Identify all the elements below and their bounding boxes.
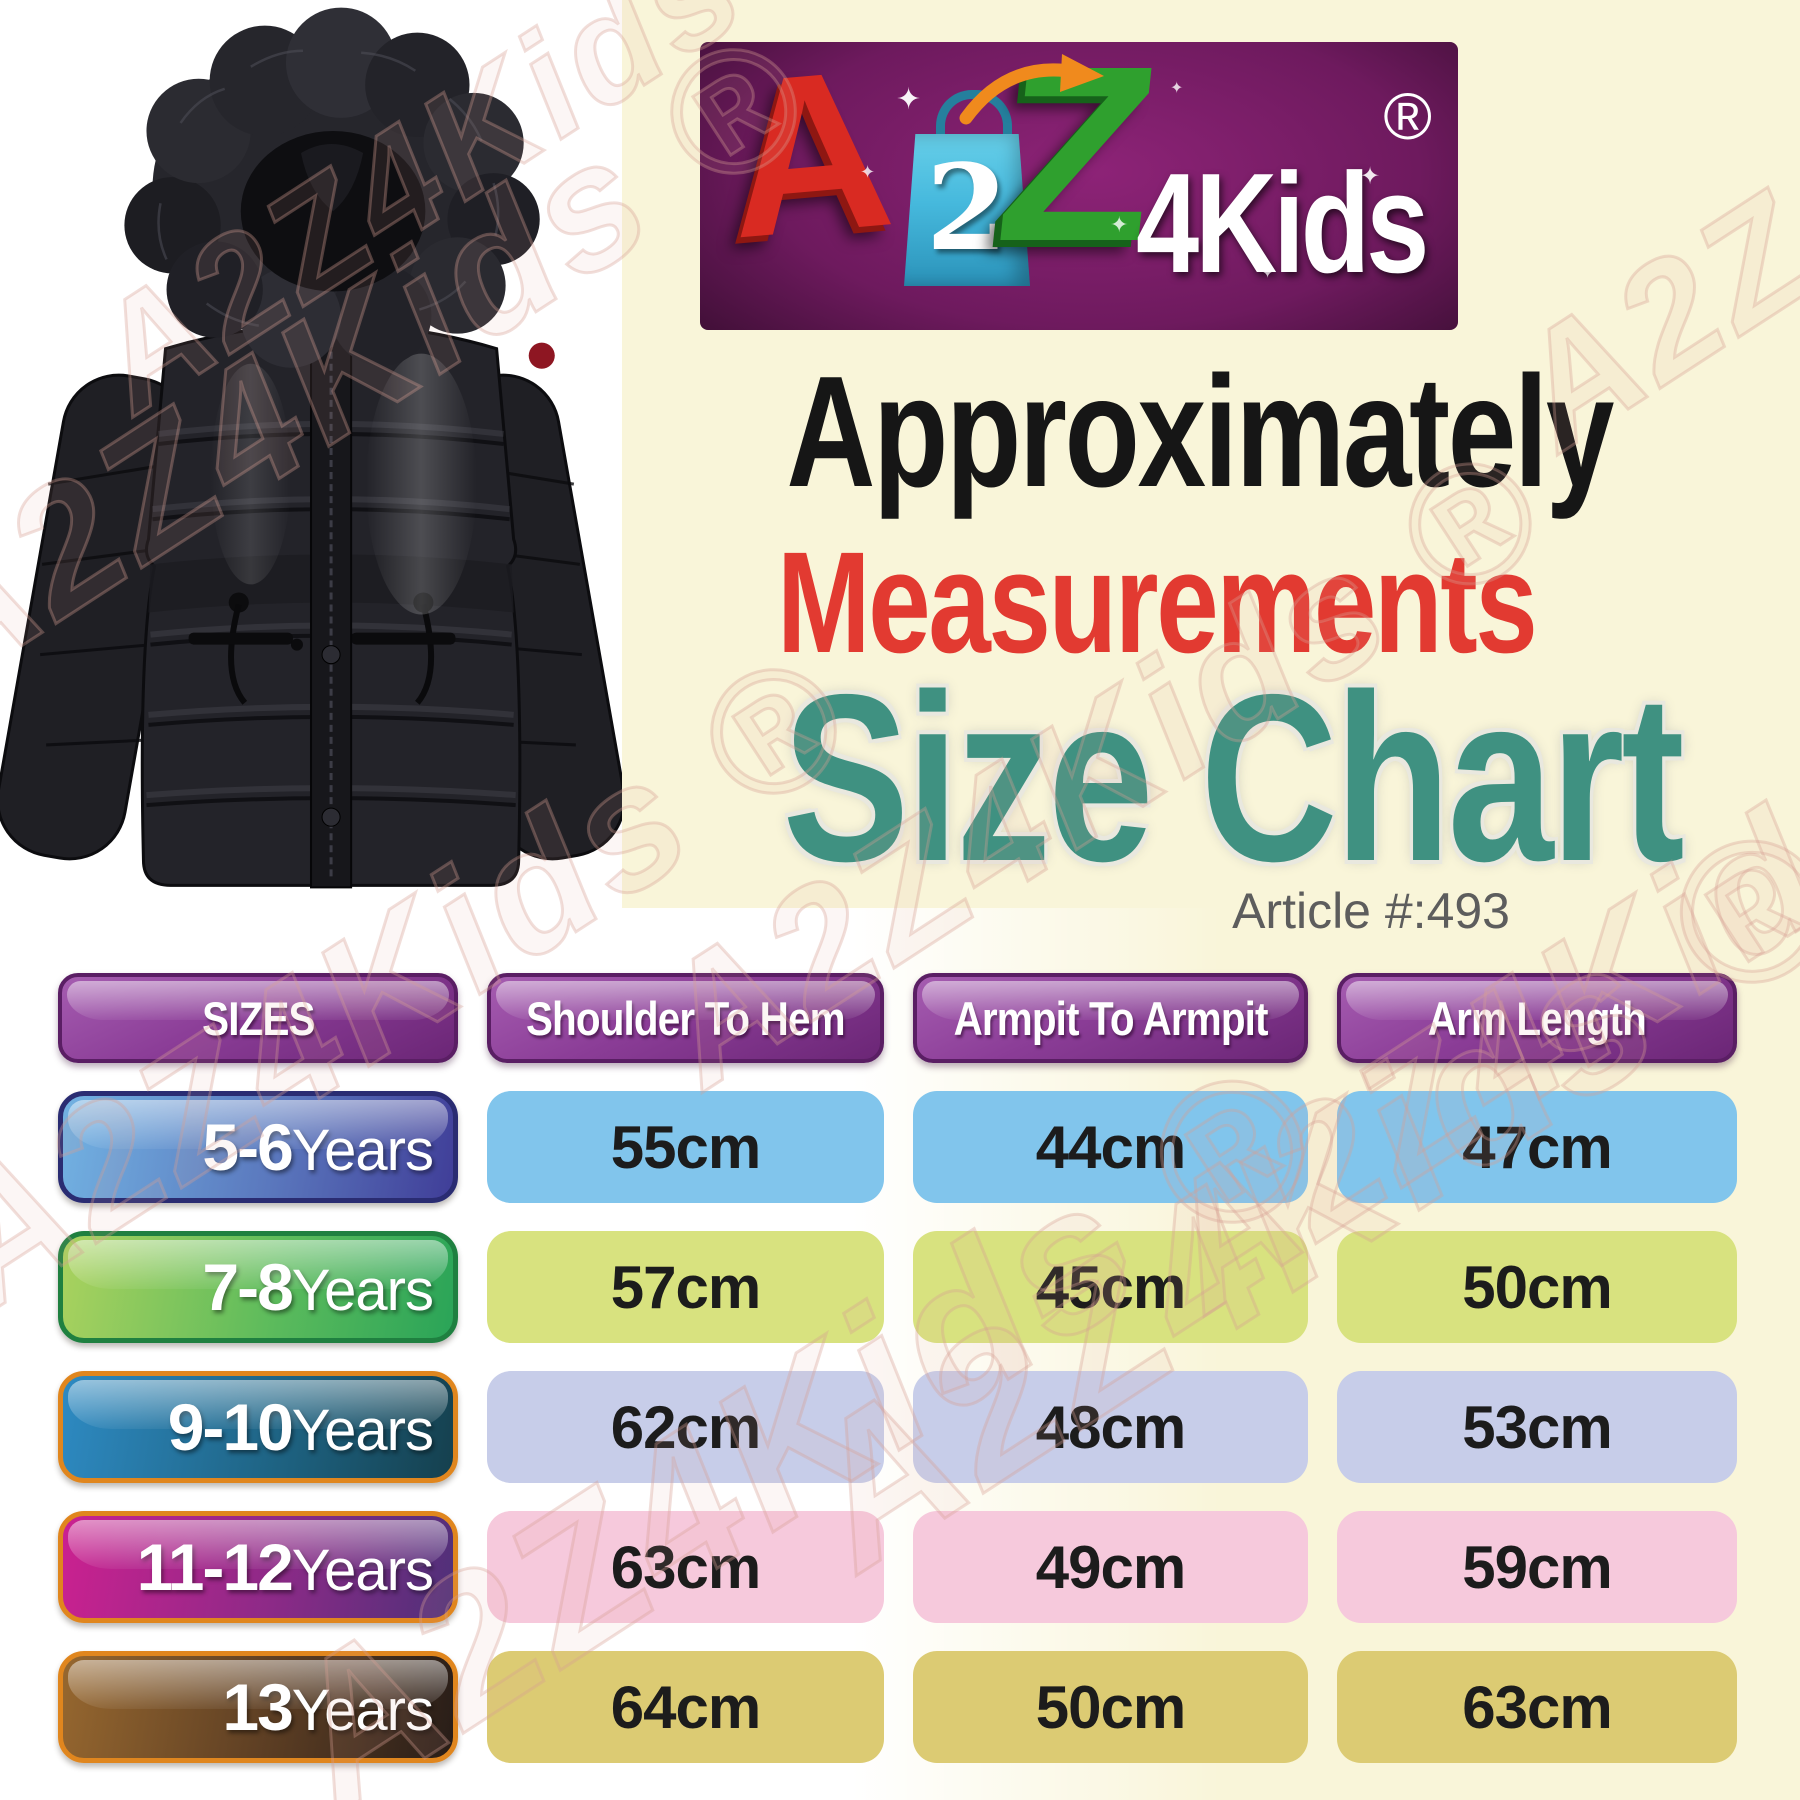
size-button-11-12-years: 11-12Years	[58, 1511, 458, 1623]
logo-digit-2: 2	[925, 138, 1009, 277]
brand-logo: A 2 Z 4Kids ® ✦ ✦ ✦ ✦ ✦ ✦	[700, 42, 1458, 330]
size-table: SIZES Shoulder To Hem Armpit To Armpit A…	[58, 973, 1737, 1763]
size-button-5-6-years: 5-6Years	[58, 1091, 458, 1203]
sparkle-icon: ✦	[860, 162, 876, 182]
column-header-arm-length: Arm Length	[1337, 973, 1737, 1063]
sparkle-icon: ✦	[1260, 262, 1276, 282]
product-photo	[0, 0, 626, 908]
article-number: Article #:493	[1232, 883, 1510, 939]
measurement-cell: 59cm	[1337, 1511, 1737, 1623]
heading-measurements: Measurements	[776, 522, 1538, 683]
measurement-cell: 47cm	[1337, 1091, 1737, 1203]
jacket-image	[0, 2, 626, 906]
column-header-shoulder-to-hem: Shoulder To Hem	[487, 973, 884, 1063]
column-header-sizes: SIZES	[58, 973, 458, 1063]
measurement-cell: 44cm	[913, 1091, 1308, 1203]
size-button-13-years: 13Years	[58, 1651, 458, 1763]
arrow-icon	[959, 54, 1104, 125]
measurement-cell: 48cm	[913, 1371, 1308, 1483]
measurement-cell: 45cm	[913, 1231, 1308, 1343]
registered-trademark: ®	[1383, 79, 1432, 153]
size-button-9-10-years: 9-10Years	[58, 1371, 458, 1483]
sparkle-icon: ✦	[1170, 80, 1184, 97]
measurement-cell: 62cm	[487, 1371, 884, 1483]
measurement-cell: 50cm	[913, 1651, 1308, 1763]
column-header-armpit-to-armpit: Armpit To Armpit	[913, 973, 1308, 1063]
bag-handle-icon	[936, 90, 1012, 163]
measurement-cell: 63cm	[487, 1511, 884, 1623]
measurement-cell: 50cm	[1337, 1231, 1737, 1343]
logo-suffix: 4Kids	[1136, 144, 1429, 303]
heading-approximately: Approximately	[786, 344, 1614, 520]
measurement-cell: 64cm	[487, 1651, 884, 1763]
size-button-7-8-years: 7-8Years	[58, 1231, 458, 1343]
measurement-cell: 53cm	[1337, 1371, 1737, 1483]
heading-size-chart: Size Chart	[782, 646, 1684, 911]
measurement-cell: 55cm	[487, 1091, 884, 1203]
measurement-cell: 63cm	[1337, 1651, 1737, 1763]
shopping-bag-icon	[904, 134, 1030, 286]
sparkle-icon: ✦	[896, 83, 922, 116]
sparkle-icon: ✦	[1110, 212, 1129, 237]
measurement-cell: 57cm	[487, 1231, 884, 1343]
measurement-cell: 49cm	[913, 1511, 1308, 1623]
sparkle-icon: ✦	[1360, 163, 1381, 190]
